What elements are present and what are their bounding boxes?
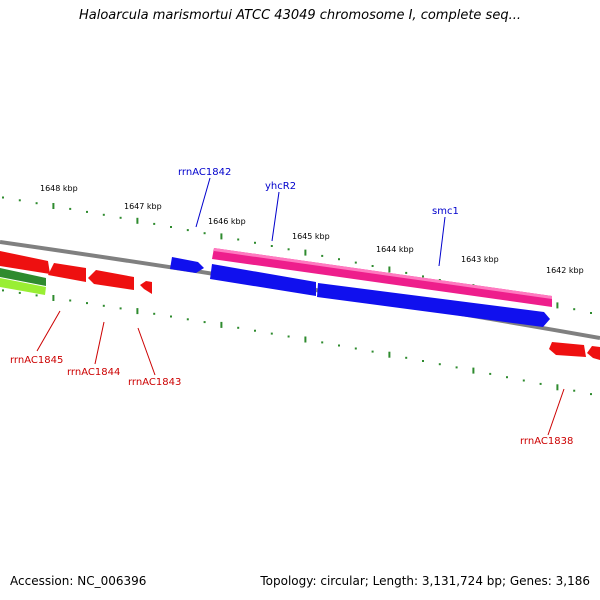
gene-label-yhcR2[interactable]: yhcR2	[265, 181, 296, 192]
leader-line	[36, 310, 61, 352]
gene-feature-red[interactable]	[587, 346, 600, 360]
gene-feature-red[interactable]	[549, 342, 586, 357]
summary-text: Topology: circular; Length: 3,131,724 bp…	[260, 574, 590, 588]
leader-line	[94, 321, 105, 365]
gene-label-rrnAC1845[interactable]: rrnAC1845	[10, 355, 63, 366]
leader-line	[195, 177, 211, 228]
gene-label-rrnAC1838[interactable]: rrnAC1838	[520, 436, 573, 447]
leader-line	[438, 216, 446, 267]
scale-label: 1646 kbp	[208, 217, 246, 226]
gene-feature-blue[interactable]	[210, 264, 316, 296]
map-title: Haloarcula marismortui ATCC 43049 chromo…	[79, 8, 521, 23]
gene-feature-red[interactable]	[0, 251, 50, 274]
gene-feature-red[interactable]	[48, 263, 86, 282]
leader-line	[271, 191, 280, 242]
scale-label: 1644 kbp	[376, 245, 414, 254]
gene-feature-green[interactable]	[0, 268, 46, 286]
scale-label: 1647 kbp	[124, 202, 162, 211]
scale-label: 1648 kbp	[40, 184, 78, 193]
gene-feature-red[interactable]	[140, 281, 152, 294]
gene-label-rrnAC1842[interactable]: rrnAC1842	[178, 167, 231, 178]
gene-label-smc1[interactable]: smc1	[432, 206, 459, 217]
gene-feature-lime[interactable]	[0, 278, 46, 295]
scale-label: 1643 kbp	[461, 255, 499, 264]
gene-feature-magenta-highlight	[214, 248, 552, 299]
accession-text: Accession: NC_006396	[10, 574, 147, 588]
gene-feature-blue[interactable]	[317, 283, 550, 327]
gene-feature-blue[interactable]	[170, 257, 204, 273]
gene-feature-red[interactable]	[88, 270, 134, 290]
gene-label-rrnAC1843[interactable]: rrnAC1843	[128, 377, 181, 388]
gene-label-rrnAC1844[interactable]: rrnAC1844	[67, 367, 120, 378]
upper-tick-row	[2, 196, 592, 314]
scale-label: 1645 kbp	[292, 232, 330, 241]
scale-label: 1642 kbp	[546, 266, 584, 275]
lower-tick-row	[2, 289, 592, 396]
leader-line	[547, 388, 565, 436]
leader-line	[137, 327, 156, 376]
